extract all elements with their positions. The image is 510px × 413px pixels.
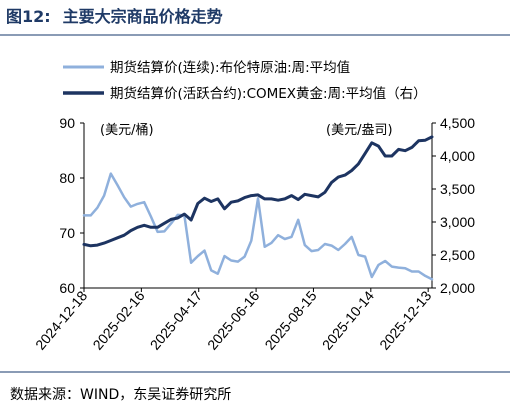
left-tick-label: 60	[59, 280, 75, 296]
figure-number: 图12:	[6, 7, 51, 26]
left-tick-label: 90	[59, 115, 75, 131]
right-tick-label: 3,000	[440, 214, 475, 230]
series-lines	[82, 135, 434, 281]
source-rule	[0, 371, 510, 373]
right-tick-label: 3,500	[440, 181, 475, 197]
legend-label-brent: 期货结算价(连续):布伦特原油:周:平均值	[110, 59, 350, 76]
right-tick-label: 2,000	[440, 280, 475, 296]
title-rule	[0, 34, 510, 36]
x-tick-label: 2025-12-13	[376, 287, 434, 352]
left-tick-label: 70	[59, 225, 75, 241]
figure-title-text: 主要大宗商品价格走势	[62, 7, 223, 26]
legend-label-gold: 期货结算价(活跃合约):COMEX黄金:周:平均值（右）	[110, 85, 427, 102]
right-tick-label: 4,000	[440, 148, 475, 164]
left-tick-label: 80	[59, 170, 75, 186]
legend: 期货结算价(连续):布伦特原油:周:平均值 期货结算价(活跃合约):COMEX黄…	[63, 59, 427, 102]
comex-gold-line	[82, 135, 434, 248]
right-tick-label: 2,500	[440, 247, 475, 263]
x-tick-label: 2025-04-17	[147, 287, 205, 352]
data-source: 数据来源：WIND，东吴证券研究所	[10, 387, 232, 403]
right-tick-label: 4,500	[440, 115, 475, 131]
x-tick-label: 2025-06-16	[204, 287, 262, 352]
dual-axis-line-chart: 期货结算价(连续):布伦特原油:周:平均值 期货结算价(活跃合约):COMEX黄…	[32, 59, 475, 353]
x-tick-label: 2024-12-18	[32, 287, 90, 352]
left-axis-unit: (美元/桶)	[100, 123, 154, 138]
axes	[80, 122, 436, 292]
brent-oil-line	[82, 172, 434, 281]
x-tick-label: 2025-02-16	[89, 287, 147, 352]
right-axis-unit: (美元/盎司)	[326, 123, 393, 138]
figure-title: 图12: 主要大宗商品价格走势	[6, 4, 235, 30]
x-tick-label: 2025-10-14	[319, 287, 377, 352]
x-tick-label: 2025-08-15	[261, 287, 319, 352]
